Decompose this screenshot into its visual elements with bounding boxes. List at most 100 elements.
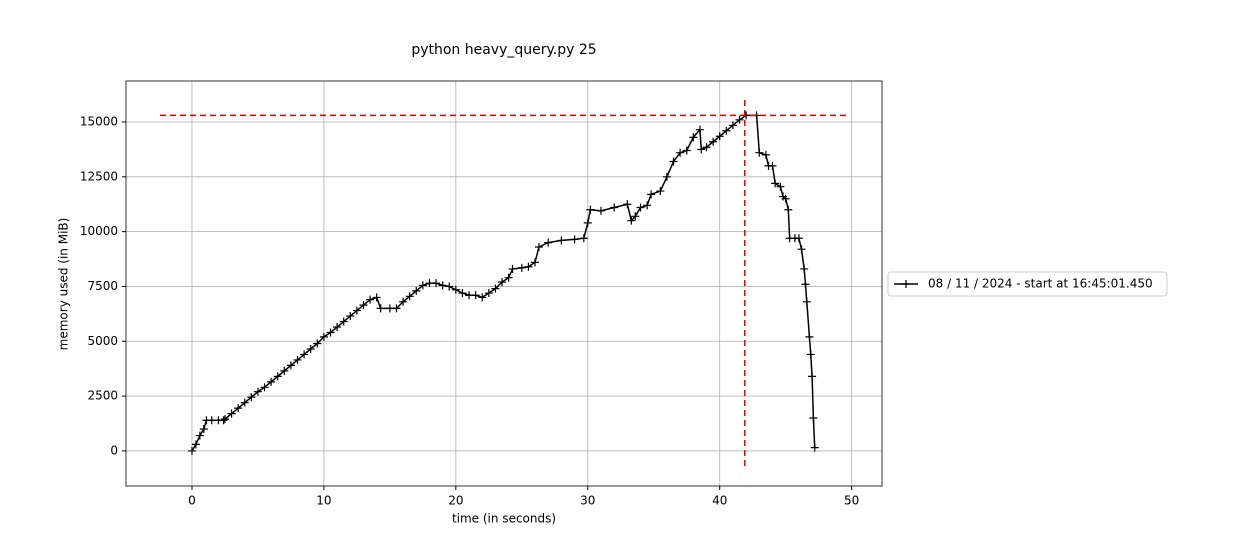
point-marker bbox=[339, 317, 348, 326]
point-marker bbox=[715, 132, 724, 141]
x-tick-label: 0 bbox=[188, 494, 196, 508]
point-marker bbox=[586, 205, 595, 214]
point-marker bbox=[498, 278, 507, 287]
point-marker bbox=[267, 377, 276, 386]
point-marker bbox=[195, 431, 204, 440]
point-marker bbox=[669, 157, 678, 166]
point-marker bbox=[636, 203, 645, 212]
point-marker bbox=[534, 242, 543, 251]
point-marker bbox=[366, 295, 375, 304]
x-tick-label: 10 bbox=[316, 494, 331, 508]
point-marker bbox=[801, 280, 810, 289]
point-marker bbox=[399, 297, 408, 306]
point-marker bbox=[797, 245, 806, 254]
point-marker bbox=[583, 218, 592, 227]
point-marker bbox=[234, 404, 243, 413]
point-marker bbox=[260, 383, 269, 392]
point-marker bbox=[728, 121, 737, 130]
point-marker bbox=[418, 281, 427, 290]
legend-label: 08 / 11 / 2024 - start at 16:45:01.450 bbox=[928, 277, 1153, 291]
point-marker bbox=[451, 285, 460, 294]
point-marker bbox=[805, 332, 814, 341]
point-marker bbox=[478, 293, 487, 302]
point-marker bbox=[247, 393, 256, 402]
point-marker bbox=[333, 323, 342, 332]
point-marker bbox=[623, 200, 632, 209]
x-axis-label: time (in seconds) bbox=[452, 512, 556, 526]
point-marker bbox=[438, 281, 447, 290]
x-tick-label: 20 bbox=[448, 494, 463, 508]
x-tick-label: 40 bbox=[712, 494, 727, 508]
point-marker bbox=[359, 301, 368, 310]
point-marker bbox=[776, 182, 785, 191]
point-marker bbox=[557, 236, 566, 245]
point-marker bbox=[199, 424, 208, 433]
point-marker bbox=[484, 289, 493, 298]
point-marker bbox=[676, 148, 685, 157]
point-marker bbox=[596, 206, 605, 215]
point-marker bbox=[300, 350, 309, 359]
point-marker bbox=[643, 201, 652, 210]
point-marker bbox=[286, 361, 295, 370]
point-marker bbox=[346, 312, 355, 321]
point-marker bbox=[458, 289, 467, 298]
y-tick-label: 12500 bbox=[80, 169, 118, 183]
point-marker bbox=[306, 344, 315, 353]
y-tick-label: 0 bbox=[110, 443, 118, 457]
point-marker bbox=[662, 172, 671, 181]
point-marker bbox=[781, 194, 790, 203]
point-marker bbox=[722, 126, 731, 135]
point-marker bbox=[761, 150, 770, 159]
legend-marker bbox=[902, 280, 910, 288]
point-marker bbox=[771, 179, 780, 188]
point-marker bbox=[372, 293, 381, 302]
point-marker bbox=[445, 282, 454, 291]
point-marker bbox=[531, 258, 540, 267]
point-marker bbox=[293, 355, 302, 364]
y-tick-label: 5000 bbox=[87, 334, 118, 348]
point-marker bbox=[240, 398, 249, 407]
point-marker bbox=[809, 414, 818, 423]
point-marker bbox=[253, 387, 262, 396]
point-marker bbox=[412, 286, 421, 295]
point-marker bbox=[517, 263, 526, 272]
y-axis-label: memory used (in MiB) bbox=[57, 218, 71, 351]
point-marker bbox=[524, 262, 533, 271]
point-marker bbox=[647, 190, 656, 199]
x-tick-label: 50 bbox=[844, 494, 859, 508]
y-tick-label: 15000 bbox=[80, 115, 118, 129]
point-marker bbox=[656, 187, 665, 196]
point-marker bbox=[627, 216, 636, 225]
point-marker bbox=[695, 125, 704, 134]
point-marker bbox=[697, 145, 706, 154]
point-marker bbox=[794, 234, 803, 243]
chart-title: python heavy_query.py 25 bbox=[411, 42, 596, 58]
plot-frame bbox=[125, 80, 883, 487]
point-marker bbox=[504, 273, 513, 282]
point-marker bbox=[735, 115, 744, 124]
point-marker bbox=[376, 304, 385, 313]
point-marker bbox=[191, 440, 200, 449]
point-marker bbox=[631, 212, 640, 221]
point-marker bbox=[755, 148, 764, 157]
point-marker bbox=[219, 416, 228, 425]
point-marker bbox=[784, 205, 793, 214]
point-marker bbox=[810, 443, 819, 452]
y-tick-label: 2500 bbox=[87, 389, 118, 403]
point-marker bbox=[227, 409, 236, 418]
legend-box bbox=[887, 271, 1168, 297]
point-marker bbox=[610, 203, 619, 212]
point-marker bbox=[392, 304, 401, 313]
point-marker bbox=[432, 279, 441, 288]
x-tick-label: 30 bbox=[580, 494, 595, 508]
point-marker bbox=[313, 339, 322, 348]
point-marker bbox=[702, 143, 711, 152]
point-marker bbox=[709, 137, 718, 146]
point-marker bbox=[187, 446, 196, 455]
point-marker bbox=[273, 372, 282, 381]
y-tick-label: 10000 bbox=[80, 224, 118, 238]
point-marker bbox=[491, 284, 500, 293]
point-marker bbox=[806, 350, 815, 359]
